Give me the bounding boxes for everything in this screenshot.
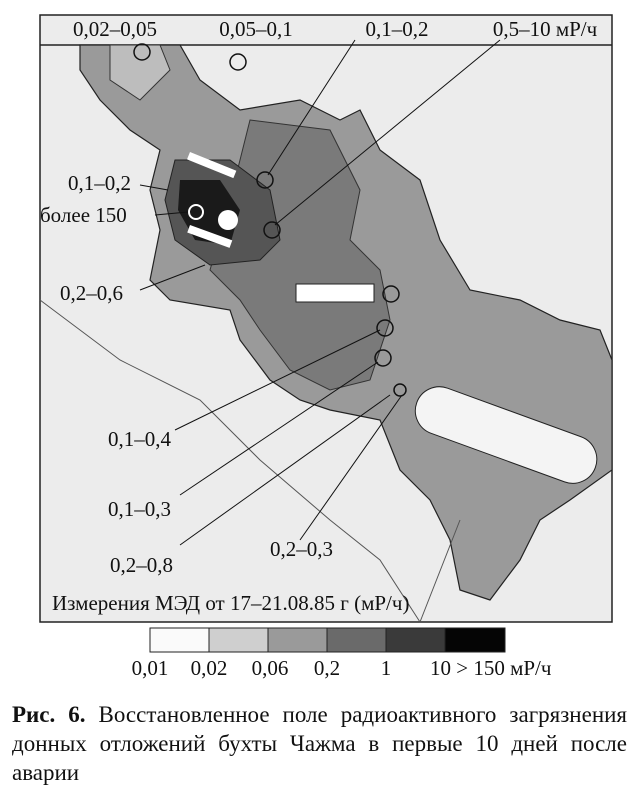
top-label: 0,02–0,05 [73, 17, 157, 41]
legend-label: 0,02 [191, 656, 228, 680]
leader-lines [139, 39, 501, 546]
road [419, 519, 461, 623]
map-note: Измерения МЭД от 17–21.08.85 г (мР/ч) [52, 591, 409, 615]
legend-label: 1 [381, 656, 392, 680]
caption-label: Рис. 6. [12, 702, 86, 727]
caption: Рис. 6. Восстановленное поле радиоактивн… [12, 700, 627, 787]
map-label: 0,2–0,3 [270, 537, 333, 561]
caption-text: Восстановленное поле радиоактивного загр… [12, 702, 628, 785]
marker [188, 204, 204, 220]
map-label: 0,1–0,2 [68, 171, 131, 195]
top-label: 0,5–10 мР/ч [493, 17, 598, 41]
area-light [109, 44, 171, 101]
map-label: 0,2–0,8 [110, 553, 173, 577]
pier [187, 152, 237, 179]
map-label: 0,1–0,3 [108, 497, 171, 521]
legend-label: 0,06 [252, 656, 289, 680]
legend-scale [149, 627, 506, 653]
pier [187, 224, 233, 248]
figure: 0,02–0,05 0,05–0,1 0,1–0,2 0,5–10 мР/ч 0… [39, 14, 613, 680]
pier [414, 386, 598, 484]
map-label: более 150 [40, 203, 127, 227]
legend-label: 0,01 [132, 656, 169, 680]
road [39, 299, 421, 623]
markers [133, 43, 407, 397]
legend-label: 10 > 150 мР/ч [430, 656, 552, 680]
top-label: 0,05–0,1 [219, 17, 293, 41]
hotspot [218, 210, 238, 230]
map-label: 0,2–0,6 [60, 281, 123, 305]
legend-label: 0,2 [314, 656, 340, 680]
map-label: 0,1–0,4 [108, 427, 172, 451]
pier [295, 283, 375, 303]
top-label: 0,1–0,2 [366, 17, 429, 41]
